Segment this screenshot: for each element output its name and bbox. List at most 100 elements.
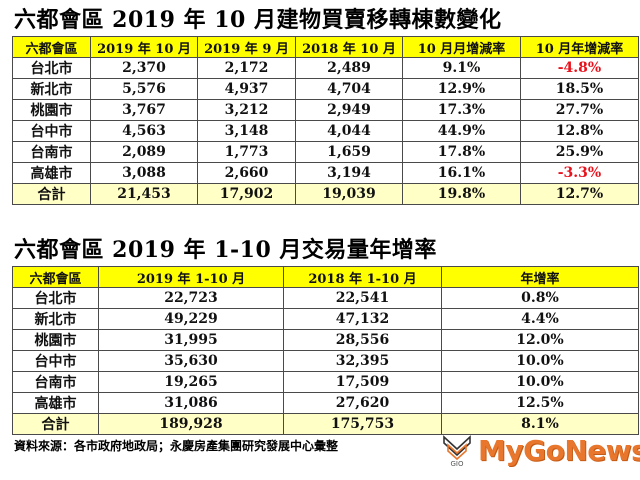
- city-cell: 台北市: [12, 287, 99, 309]
- yoy-cell: 12.8%: [520, 120, 639, 142]
- total-label-cell: 合計: [12, 413, 99, 435]
- yoy-cell: -3.3%: [520, 162, 639, 184]
- yoy-cell: 0.8%: [441, 287, 639, 309]
- yoy-cell: 10.0%: [441, 371, 639, 393]
- city-cell: 高雄市: [12, 392, 99, 414]
- ytd2018-cell: 22,541: [283, 287, 442, 309]
- oct2019-total-cell: 21,453: [90, 183, 198, 205]
- ytd2019-cell: 31,995: [98, 329, 284, 351]
- yoy-cell: 18.5%: [520, 78, 639, 100]
- ytd2018-cell: 17,509: [283, 371, 442, 393]
- yoy-cell: -4.8%: [520, 57, 639, 79]
- oct2018-total-cell: 19,039: [295, 183, 403, 205]
- city-cell: 桃園市: [12, 329, 99, 351]
- yoy-cell: 12.0%: [441, 329, 639, 351]
- mom-cell: 17.3%: [402, 99, 521, 121]
- mom-cell: 44.9%: [402, 120, 521, 142]
- table-row: 高雄市 31,086 27,620 12.5%: [12, 392, 639, 414]
- total-label-cell: 合計: [12, 183, 91, 205]
- table1-title: 六都會區 2019 年 10 月建物買賣移轉棟數變化: [14, 7, 502, 33]
- city-cell: 台南市: [12, 141, 91, 163]
- ytd2018-cell: 32,395: [283, 350, 442, 372]
- oct2018-cell: 4,044: [295, 120, 403, 142]
- mygonews-logo: GIO MyGoNews: [440, 433, 640, 468]
- sep2019-cell: 1,773: [197, 141, 296, 163]
- yoy-total-cell: 12.7%: [520, 183, 639, 205]
- yoy-cell: 12.5%: [441, 392, 639, 414]
- yoy-cell: 10.0%: [441, 350, 639, 372]
- mom-total-cell: 19.8%: [402, 183, 521, 205]
- mygonews-mark-icon: GIO: [440, 433, 474, 468]
- mom-cell: 16.1%: [402, 162, 521, 184]
- oct2018-cell: 3,194: [295, 162, 403, 184]
- total-row: 合計 189,928 175,753 8.1%: [12, 413, 639, 435]
- sep2019-cell: 2,660: [197, 162, 296, 184]
- sep2019-total-cell: 17,902: [197, 183, 296, 205]
- table-row: 新北市 5,576 4,937 4,704 12.9% 18.5%: [12, 78, 639, 100]
- table-row: 台南市 2,089 1,773 1,659 17.8% 25.9%: [12, 141, 639, 163]
- oct2019-cell: 2,089: [90, 141, 198, 163]
- ytd2018-cell: 27,620: [283, 392, 442, 414]
- table-row: 台中市 35,630 32,395 10.0%: [12, 350, 639, 372]
- city-cell: 台中市: [12, 350, 99, 372]
- table-header-row: 六都會區 2019 年 10 月 2019 年 9 月 2018 年 10 月 …: [12, 36, 639, 58]
- col-header-ytd2019: 2019 年 1-10 月: [98, 266, 284, 288]
- mom-cell: 12.9%: [402, 78, 521, 100]
- col-header-city: 六都會區: [12, 36, 91, 58]
- mom-cell: 17.8%: [402, 141, 521, 163]
- city-cell: 新北市: [12, 308, 99, 330]
- table-row: 高雄市 3,088 2,660 3,194 16.1% -3.3%: [12, 162, 639, 184]
- mygonews-wordmark: MyGoNews: [478, 433, 640, 467]
- yoy-cell: 4.4%: [441, 308, 639, 330]
- city-cell: 桃園市: [12, 99, 91, 121]
- city-cell: 台南市: [12, 371, 99, 393]
- ytd2018-total-cell: 175,753: [283, 413, 442, 435]
- city-cell: 台中市: [12, 120, 91, 142]
- col-header-mom: 10 月月增減率: [402, 36, 521, 58]
- table-row: 台北市 22,723 22,541 0.8%: [12, 287, 639, 309]
- oct2018-cell: 2,949: [295, 99, 403, 121]
- yoy-cell: 25.9%: [520, 141, 639, 163]
- col-header-oct2019: 2019 年 10 月: [90, 36, 198, 58]
- ytd2019-cell: 22,723: [98, 287, 284, 309]
- city-cell: 高雄市: [12, 162, 91, 184]
- yoy-cell: 27.7%: [520, 99, 639, 121]
- oct2019-cell: 4,563: [90, 120, 198, 142]
- table2-title: 六都會區 2019 年 1-10 月交易量年增率: [14, 237, 437, 263]
- mom-cell: 9.1%: [402, 57, 521, 79]
- city-cell: 台北市: [12, 57, 91, 79]
- ytd2018-cell: 28,556: [283, 329, 442, 351]
- ytd2018-cell: 47,132: [283, 308, 442, 330]
- oct2019-cell: 3,767: [90, 99, 198, 121]
- sep2019-cell: 4,937: [197, 78, 296, 100]
- data-source-note: 資料來源：各市政府地政局；永慶房產集團研究發展中心彙整: [14, 439, 339, 453]
- oct2019-cell: 5,576: [90, 78, 198, 100]
- sep2019-cell: 3,148: [197, 120, 296, 142]
- oct2018-cell: 2,489: [295, 57, 403, 79]
- sep2019-cell: 2,172: [197, 57, 296, 79]
- table-row: 桃園市 3,767 3,212 2,949 17.3% 27.7%: [12, 99, 639, 121]
- table-row: 台中市 4,563 3,148 4,044 44.9% 12.8%: [12, 120, 639, 142]
- table-row: 桃園市 31,995 28,556 12.0%: [12, 329, 639, 351]
- oct2018-cell: 1,659: [295, 141, 403, 163]
- oct2019-cell: 3,088: [90, 162, 198, 184]
- table-row: 台北市 2,370 2,172 2,489 9.1% -4.8%: [12, 57, 639, 79]
- sep2019-cell: 3,212: [197, 99, 296, 121]
- col-header-yoy: 10 月年增減率: [520, 36, 639, 58]
- ytd2019-total-cell: 189,928: [98, 413, 284, 435]
- table-row: 新北市 49,229 47,132 4.4%: [12, 308, 639, 330]
- table-header-row: 六都會區 2019 年 1-10 月 2018 年 1-10 月 年增率: [12, 266, 639, 288]
- monthly-transfer-table: 六都會區 2019 年 10 月 2019 年 9 月 2018 年 10 月 …: [12, 36, 639, 205]
- ytd2019-cell: 35,630: [98, 350, 284, 372]
- ytd2019-cell: 49,229: [98, 308, 284, 330]
- yoy-total-cell: 8.1%: [441, 413, 639, 435]
- city-cell: 新北市: [12, 78, 91, 100]
- ytd2019-cell: 19,265: [98, 371, 284, 393]
- col-header-ytd2018: 2018 年 1-10 月: [283, 266, 442, 288]
- ytd-volume-table: 六都會區 2019 年 1-10 月 2018 年 1-10 月 年增率 台北市…: [12, 266, 639, 435]
- oct2019-cell: 2,370: [90, 57, 198, 79]
- total-row: 合計 21,453 17,902 19,039 19.8% 12.7%: [12, 183, 639, 205]
- table-row: 台南市 19,265 17,509 10.0%: [12, 371, 639, 393]
- col-header-sep2019: 2019 年 9 月: [197, 36, 296, 58]
- ytd2019-cell: 31,086: [98, 392, 284, 414]
